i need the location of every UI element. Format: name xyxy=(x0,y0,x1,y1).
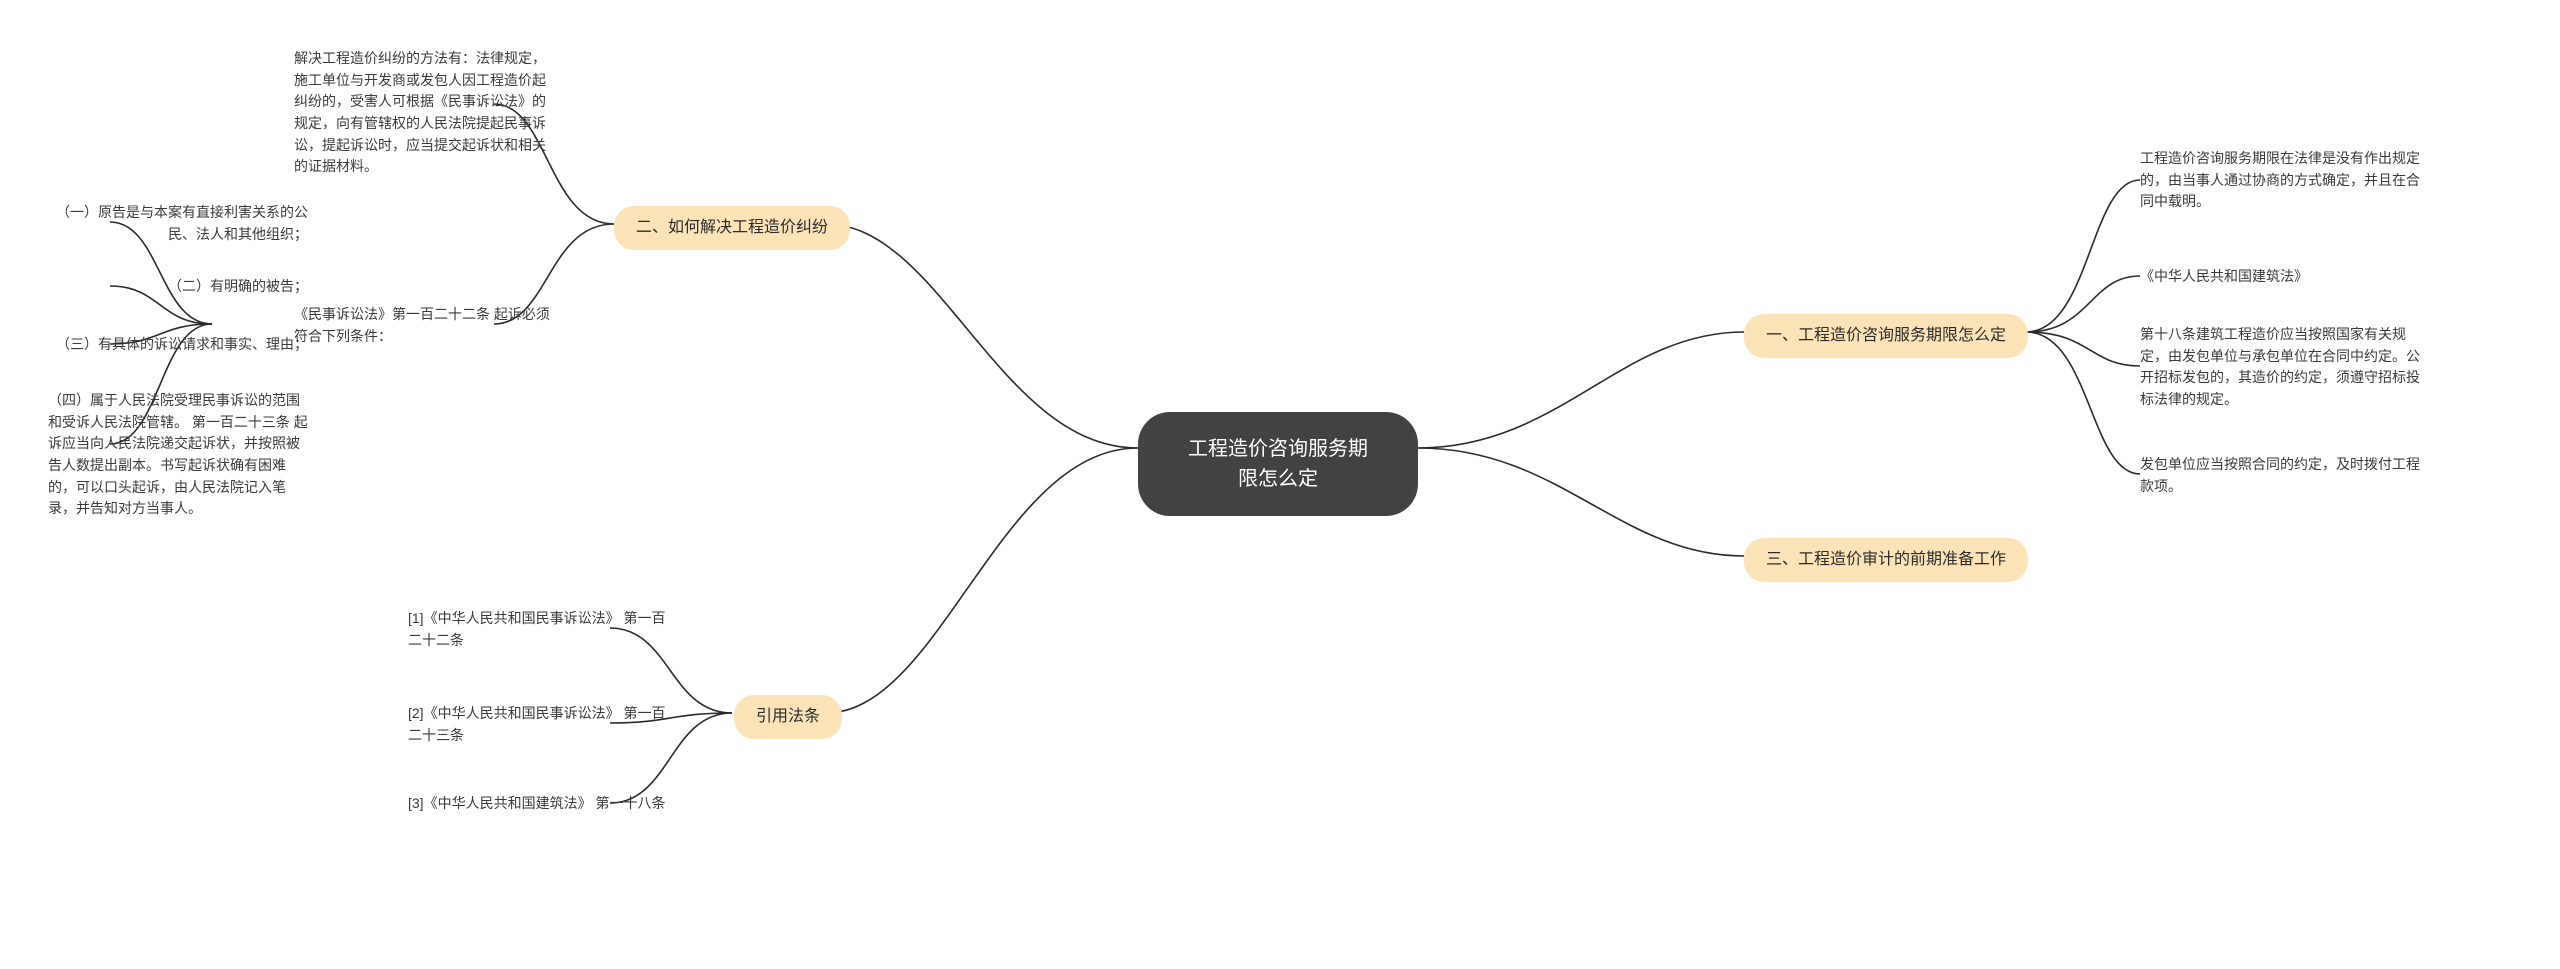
leaf-l2s-1: （二）有明确的被告； xyxy=(48,276,308,298)
leaf-l4-0: [1]《中华人民共和国民事诉讼法》 第一百二十二条 xyxy=(408,608,668,651)
leaf-l2s-3: （四）属于人民法院受理民事诉讼的范围和受诉人民法院管辖。 第一百二十三条 起诉应… xyxy=(48,390,308,520)
leaf-r1-0: 工程造价咨询服务期限在法律是没有作出规定的，由当事人通过协商的方式确定，并且在合… xyxy=(2140,148,2420,213)
branch-node-2[interactable]: 二、如何解决工程造价纠纷 xyxy=(614,206,850,250)
leaf-l4-2: [3]《中华人民共和国建筑法》 第一十八条 xyxy=(408,793,668,815)
leaf-l2-0: 解决工程造价纠纷的方法有：法律规定，施工单位与开发商或发包人因工程造价起纠纷的，… xyxy=(294,48,554,178)
root-node[interactable]: 工程造价咨询服务期限怎么定 xyxy=(1138,412,1418,516)
leaf-l2s-2: （三）有具体的诉讼请求和事实、理由； xyxy=(48,334,308,356)
leaf-l2s-0: （一）原告是与本案有直接利害关系的公民、法人和其他组织； xyxy=(48,202,308,245)
leaf-r1-1: 《中华人民共和国建筑法》 xyxy=(2140,266,2308,288)
branch-node-4[interactable]: 引用法条 xyxy=(734,695,842,739)
leaf-l2-1: 《民事诉讼法》第一百二十二条 起诉必须符合下列条件： xyxy=(294,304,554,347)
branch-node-3[interactable]: 三、工程造价审计的前期准备工作 xyxy=(1744,538,2028,582)
leaf-l4-1: [2]《中华人民共和国民事诉讼法》 第一百二十三条 xyxy=(408,703,668,746)
leaf-r1-3: 发包单位应当按照合同的约定，及时拨付工程款项。 xyxy=(2140,454,2420,497)
branch-node-1[interactable]: 一、工程造价咨询服务期限怎么定 xyxy=(1744,314,2028,358)
leaf-r1-2: 第十八条建筑工程造价应当按照国家有关规定，由发包单位与承包单位在合同中约定。公开… xyxy=(2140,324,2420,411)
